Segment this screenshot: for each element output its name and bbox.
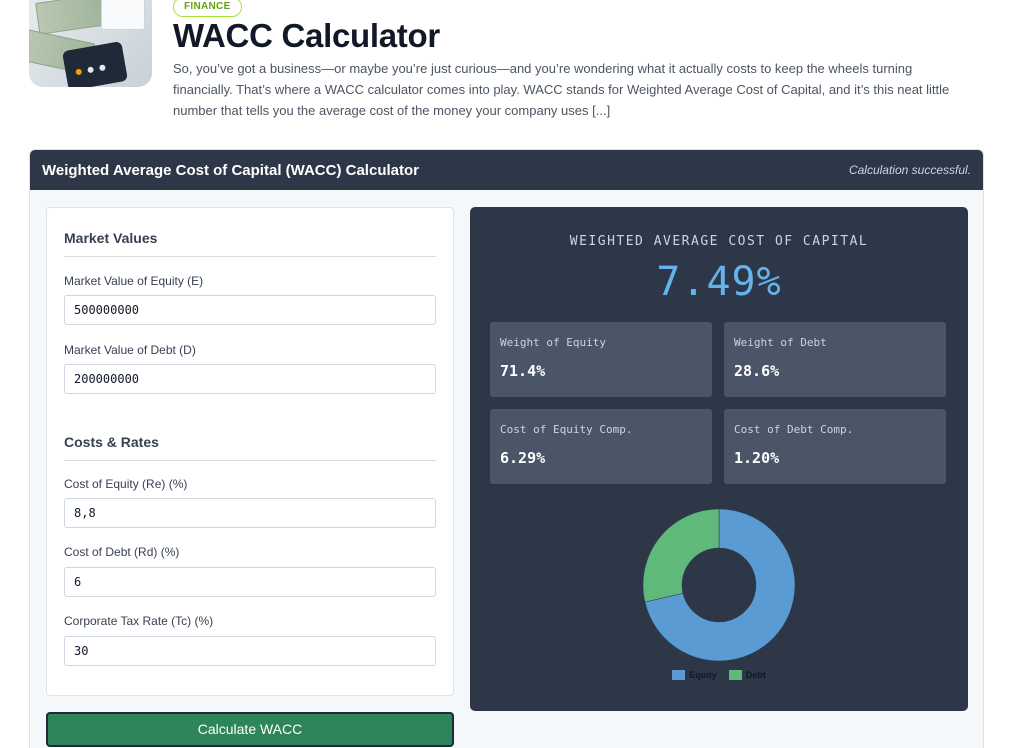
cost-of-equity-input[interactable]: 8,8: [64, 498, 436, 528]
tile-label: Weight of Equity: [500, 336, 606, 349]
wacc-calculator-card: Weighted Average Cost of Capital (WACC) …: [29, 149, 984, 748]
calculator-title: Weighted Average Cost of Capital (WACC) …: [42, 161, 419, 179]
section-divider: [64, 256, 436, 257]
tax-rate-input[interactable]: 30: [64, 636, 436, 666]
cost-of-debt-comp-tile: Cost of Debt Comp. 1.20%: [724, 409, 946, 484]
tile-value: 1.20%: [734, 449, 780, 467]
weight-of-equity-tile: Weight of Equity 71.4%: [490, 322, 712, 397]
weight-of-debt-tile: Weight of Debt 28.6%: [724, 322, 946, 397]
banknote-image: [35, 0, 109, 35]
cost-of-debt-label: Cost of Debt (Rd) (%): [64, 545, 180, 559]
wacc-result-value: 7.49%: [656, 259, 782, 305]
article-thumbnail[interactable]: [29, 0, 152, 87]
legend-label: Debt: [745, 670, 766, 680]
tax-rate-label: Corporate Tax Rate (Tc) (%): [64, 614, 214, 628]
costs-rates-heading: Costs & Rates: [64, 434, 159, 450]
article-excerpt: So, you’ve got a business—or maybe you’r…: [173, 61, 950, 118]
tile-value: 6.29%: [500, 449, 546, 467]
category-badge[interactable]: FINANCE: [173, 0, 242, 17]
tile-value: 28.6%: [734, 362, 780, 380]
tile-label: Cost of Debt Comp.: [734, 423, 854, 436]
debt-label: Market Value of Debt (D): [64, 343, 196, 357]
result-heading: WEIGHTED AVERAGE COST OF CAPITAL: [569, 234, 869, 249]
legend-swatch: [672, 670, 686, 680]
tile-value: 71.4%: [500, 362, 546, 380]
donut-slice-equity[interactable]: [644, 508, 796, 662]
tile-label: Weight of Debt: [734, 336, 827, 349]
calculator-header: Weighted Average Cost of Capital (WACC) …: [30, 150, 983, 190]
capital-structure-donut-chart[interactable]: [639, 505, 799, 665]
legend-item-equity[interactable]: Equity: [672, 670, 717, 680]
legend-swatch: [728, 670, 742, 680]
legend-label: Equity: [689, 670, 717, 680]
calculate-wacc-button[interactable]: Calculate WACC: [46, 712, 454, 747]
equity-value-input[interactable]: 500000000: [64, 295, 436, 325]
section-divider: [64, 460, 436, 461]
cost-of-equity-label: Cost of Equity (Re) (%): [64, 477, 188, 491]
tile-label: Cost of Equity Comp.: [500, 423, 633, 436]
market-values-heading: Market Values: [64, 230, 158, 246]
status-message: Calculation successful.: [848, 163, 971, 177]
donut-slice-debt[interactable]: [642, 508, 720, 603]
cost-of-debt-input[interactable]: 6: [64, 567, 436, 597]
equity-label: Market Value of Equity (E): [64, 274, 204, 288]
cost-of-equity-comp-tile: Cost of Equity Comp. 6.29%: [490, 409, 712, 484]
article-title[interactable]: WACC Calculator: [173, 17, 440, 54]
notepad-image: [101, 0, 145, 30]
chart-legend: Equity Debt: [470, 670, 968, 680]
input-form-panel: Market Values Market Value of Equity (E)…: [46, 207, 454, 696]
legend-item-debt[interactable]: Debt: [728, 670, 766, 680]
debt-value-input[interactable]: 200000000: [64, 364, 436, 394]
results-panel: WEIGHTED AVERAGE COST OF CAPITAL 7.49% W…: [470, 207, 968, 711]
